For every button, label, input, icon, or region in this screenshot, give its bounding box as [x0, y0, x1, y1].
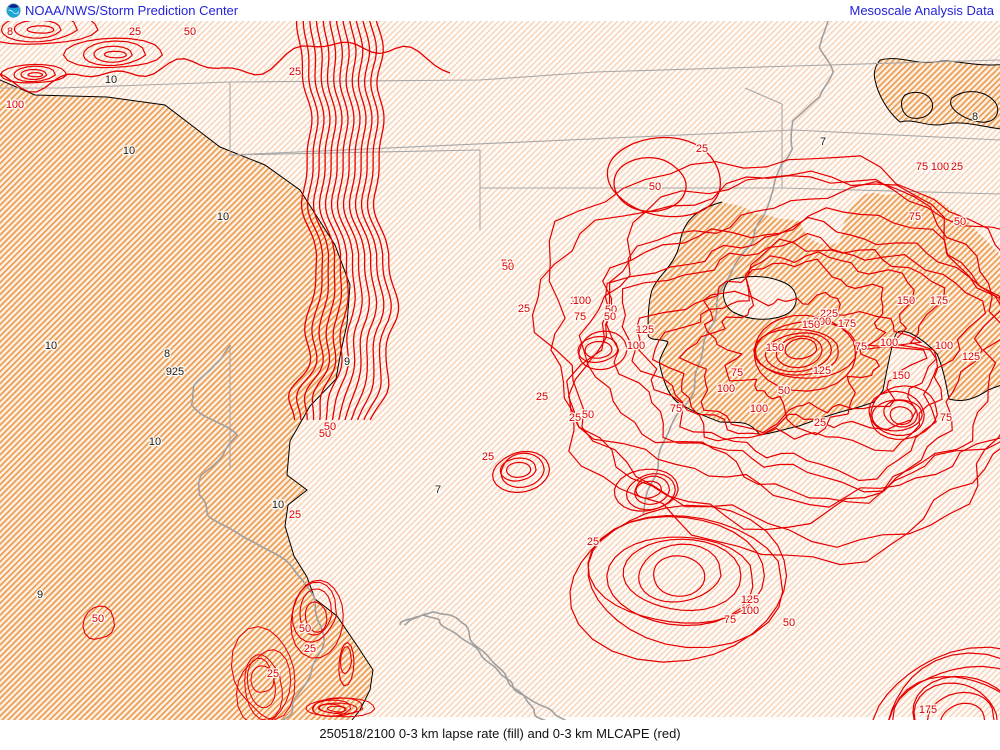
svg-text:8: 8 — [7, 26, 13, 38]
svg-text:10: 10 — [217, 211, 229, 223]
svg-text:125: 125 — [636, 324, 654, 336]
svg-text:50: 50 — [299, 623, 311, 635]
svg-text:150: 150 — [892, 370, 910, 382]
svg-text:25: 25 — [536, 391, 548, 403]
svg-text:150: 150 — [766, 342, 784, 354]
svg-text:100: 100 — [880, 337, 898, 349]
svg-text:9: 9 — [344, 356, 350, 368]
svg-text:50: 50 — [324, 421, 336, 433]
svg-text:925: 925 — [166, 366, 184, 378]
svg-text:75: 75 — [940, 412, 952, 424]
svg-text:10: 10 — [105, 74, 117, 86]
svg-text:8: 8 — [164, 348, 170, 360]
svg-text:25: 25 — [129, 26, 141, 38]
svg-text:50: 50 — [502, 261, 514, 273]
svg-text:25: 25 — [814, 417, 826, 429]
svg-text:10: 10 — [272, 499, 284, 511]
svg-text:75: 75 — [731, 367, 743, 379]
svg-text:50: 50 — [649, 181, 661, 193]
svg-text:50: 50 — [954, 216, 966, 228]
svg-text:100: 100 — [6, 99, 24, 111]
svg-text:75: 75 — [670, 403, 682, 415]
svg-text:100: 100 — [741, 605, 759, 617]
svg-text:100: 100 — [627, 340, 645, 352]
svg-text:25: 25 — [289, 509, 301, 521]
svg-text:175: 175 — [930, 295, 948, 307]
svg-text:100: 100 — [931, 161, 949, 173]
svg-text:125: 125 — [962, 351, 980, 363]
svg-text:150: 150 — [802, 319, 820, 331]
svg-text:25: 25 — [569, 412, 581, 424]
svg-text:125: 125 — [813, 365, 831, 377]
svg-text:175: 175 — [838, 318, 856, 330]
svg-text:25: 25 — [696, 143, 708, 155]
svg-text:100: 100 — [717, 383, 735, 395]
svg-text:50: 50 — [783, 617, 795, 629]
svg-text:25: 25 — [267, 668, 279, 680]
svg-text:7: 7 — [435, 484, 441, 496]
svg-text:75: 75 — [855, 341, 867, 353]
svg-text:25: 25 — [518, 303, 530, 315]
svg-text:25: 25 — [289, 66, 301, 78]
svg-text:25: 25 — [587, 536, 599, 548]
svg-text:50: 50 — [92, 613, 104, 625]
svg-text:100: 100 — [750, 403, 768, 415]
svg-text:10: 10 — [45, 340, 57, 352]
svg-text:25: 25 — [482, 451, 494, 463]
svg-text:25: 25 — [951, 161, 963, 173]
svg-text:50: 50 — [604, 311, 616, 323]
svg-text:75: 75 — [909, 211, 921, 223]
svg-text:10: 10 — [123, 145, 135, 157]
svg-text:75: 75 — [916, 161, 928, 173]
svg-text:50: 50 — [778, 385, 790, 397]
svg-text:100: 100 — [935, 340, 953, 352]
svg-text:50: 50 — [184, 26, 196, 38]
svg-text:100: 100 — [573, 295, 591, 307]
svg-text:50: 50 — [582, 409, 594, 421]
svg-text:75: 75 — [574, 311, 586, 323]
svg-text:10: 10 — [149, 436, 161, 448]
svg-text:9: 9 — [37, 589, 43, 601]
svg-text:175: 175 — [919, 704, 937, 716]
svg-text:75: 75 — [724, 614, 736, 626]
svg-text:8: 8 — [972, 111, 978, 123]
svg-text:150: 150 — [897, 295, 915, 307]
svg-text:25: 25 — [304, 643, 316, 655]
svg-text:7: 7 — [820, 136, 826, 148]
